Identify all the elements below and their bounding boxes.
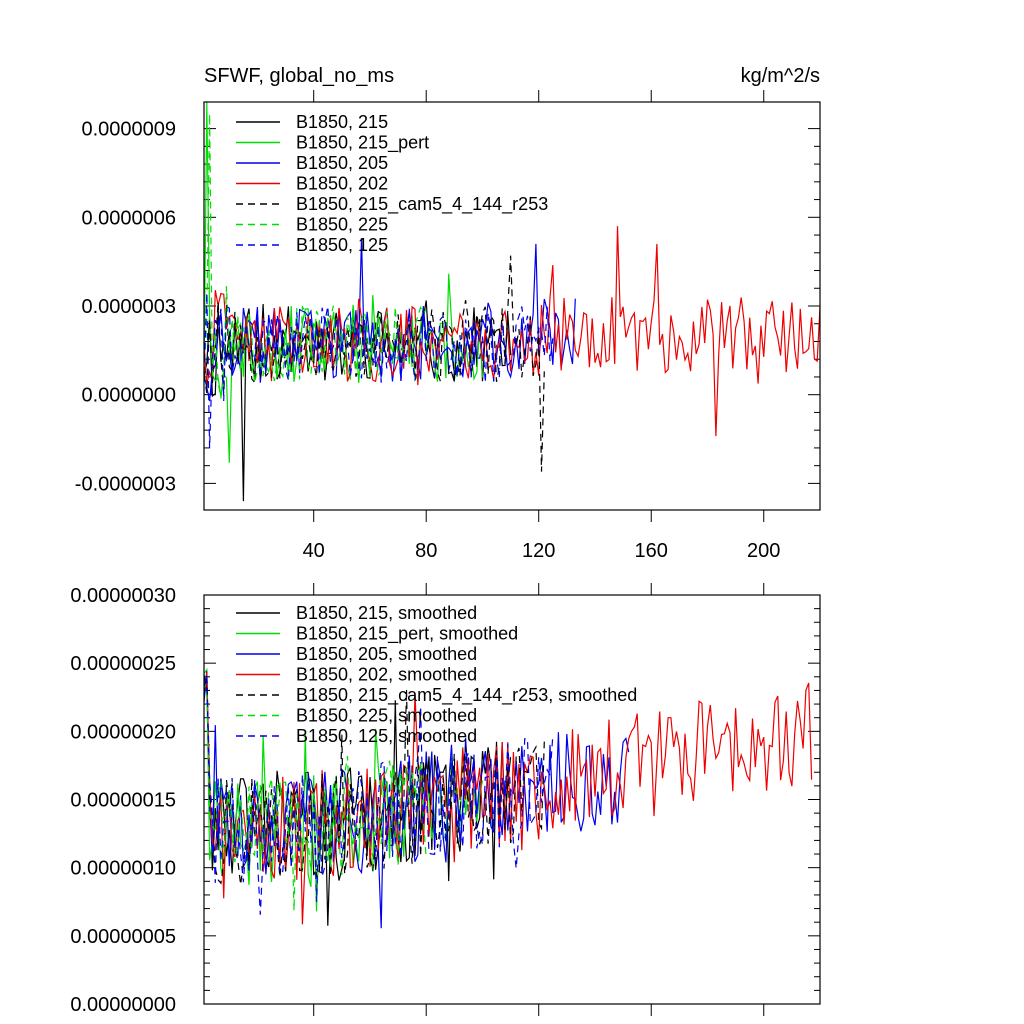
top-title-right: kg/m^2/s <box>741 65 820 87</box>
series-line-4 <box>203 673 545 885</box>
x-tick-label: 40 <box>303 540 325 562</box>
y-tick-label: 0.0000006 <box>81 207 176 229</box>
series-line-3 <box>203 226 821 437</box>
legend-label: B1850, 215_pert, smoothed <box>296 624 518 645</box>
legend-label: B1850, 215, smoothed <box>296 603 477 623</box>
x-tick-label: 120 <box>522 540 555 562</box>
legend-label: B1850, 202, smoothed <box>296 665 477 685</box>
x-tick-label: 80 <box>415 540 437 562</box>
legend-label: B1850, 202 <box>296 174 388 194</box>
y-tick-label: -0.0000003 <box>75 473 176 495</box>
legend-label: B1850, 125 <box>296 235 388 255</box>
x-tick-label: 160 <box>635 540 668 562</box>
legend-label: B1850, 215_cam5_4_144_r253, smoothed <box>296 685 637 706</box>
legend-label: B1850, 205, smoothed <box>296 644 477 664</box>
legend-label: B1850, 205 <box>296 153 388 173</box>
y-tick-label: 0.0000000 <box>81 385 176 407</box>
y-tick-label: 0.00000020 <box>70 721 176 743</box>
series-line-5 <box>203 113 427 399</box>
x-tick-label: 200 <box>747 540 780 562</box>
legend-label: B1850, 225 <box>296 215 388 235</box>
y-tick-label: 0.0000009 <box>81 119 176 141</box>
legend-label: B1850, 125, smoothed <box>296 726 477 746</box>
bottom-panel: 0.00000000 0.00000005 0.00000010 0.00000015… <box>70 583 821 1016</box>
top-title-left: SFWF, global_no_ms <box>204 65 394 87</box>
legend-label: B1850, 215 <box>296 112 388 132</box>
top-panel: SFWF, global_no_ms kg/m^2/s -0.0000003 0.… <box>75 65 821 562</box>
series-line-3 <box>203 672 813 925</box>
y-tick-label: 0.0000003 <box>81 296 176 318</box>
legend-label: B1850, 215_pert <box>296 133 429 154</box>
series-line-2 <box>203 237 576 402</box>
series-line-2 <box>203 671 630 929</box>
y-tick-label: 0.00000000 <box>70 994 176 1016</box>
y-tick-label: 0.00000010 <box>70 858 176 880</box>
series-line-4 <box>203 255 545 472</box>
y-tick-label: 0.00000025 <box>70 653 176 675</box>
bottom-plot-frame <box>203 594 821 1005</box>
y-tick-label: 0.00000015 <box>70 790 176 812</box>
y-tick-label: 0.00000005 <box>70 926 176 948</box>
legend-label: B1850, 215_cam5_4_144_r253 <box>296 194 548 215</box>
y-tick-label: 0.00000030 <box>70 585 176 607</box>
series-line-6 <box>203 293 554 448</box>
top-plot-frame <box>203 101 821 511</box>
legend-label: B1850, 225, smoothed <box>296 706 477 726</box>
series-line-5 <box>203 679 427 911</box>
